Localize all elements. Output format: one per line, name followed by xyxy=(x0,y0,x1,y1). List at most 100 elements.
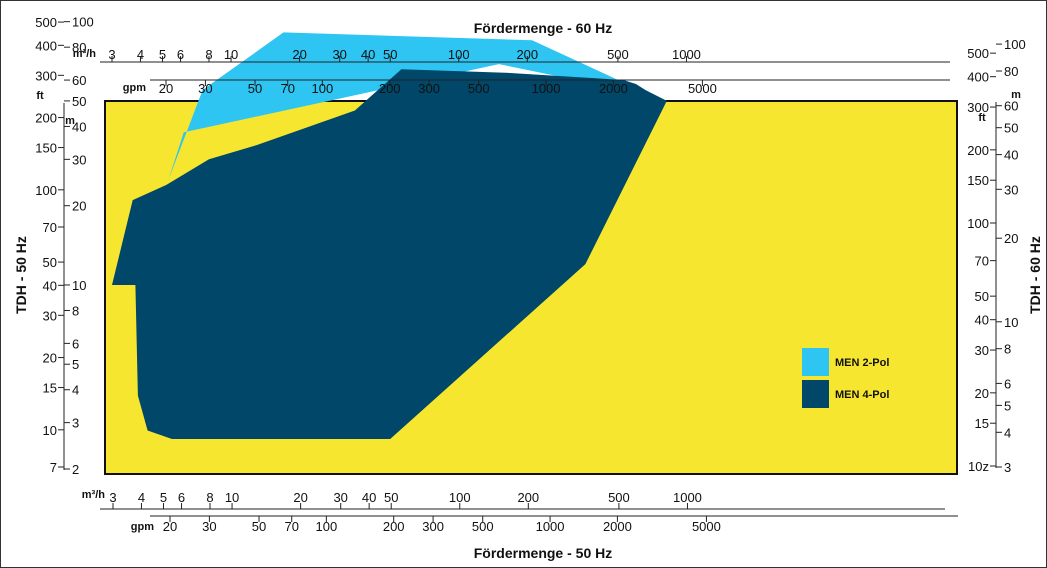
right-ft-tick-label: 300 xyxy=(967,100,989,115)
top-m3h-tick-label: 20 xyxy=(292,47,306,62)
legend-swatch-2pol xyxy=(802,348,829,376)
bottom-m3h-unit: m³/h xyxy=(82,489,106,501)
left-ft-tick-label: 7 xyxy=(50,460,57,475)
left-ft-tick-label: 150 xyxy=(35,141,57,156)
left-m-tick-label: 30 xyxy=(72,152,86,167)
left-ft-tick-label: 30 xyxy=(43,308,57,323)
bottom-gpm-tick-label: 1000 xyxy=(536,519,565,534)
left-m-tick-label: 3 xyxy=(72,416,79,431)
right-m-tick-label: 100 xyxy=(1004,37,1026,52)
left-m-tick-label: 80 xyxy=(72,40,86,55)
legend-label-4pol: MEN 4-Pol xyxy=(835,389,889,401)
legend: MEN 2-Pol MEN 4-Pol xyxy=(802,348,889,408)
bottom-gpm-tick-label: 20 xyxy=(163,519,177,534)
left-ft-tick-label: 50 xyxy=(43,255,57,270)
right-ft-tick-label: 400 xyxy=(967,70,989,85)
left-ft-tick-label: 40 xyxy=(43,278,57,293)
bottom-m3h-tick-label: 5 xyxy=(160,490,167,505)
right-m-tick-label: 4 xyxy=(1004,425,1011,440)
right-ylabel: TDH - 60 Hz xyxy=(1027,236,1043,314)
top-gpm-tick-label: 500 xyxy=(468,81,490,96)
right-m-tick-label: 60 xyxy=(1004,99,1018,114)
bottom-gpm-tick-label: 500 xyxy=(472,519,494,534)
bottom-gpm-tick-label: 5000 xyxy=(692,519,721,534)
left-ft-tick-label: 20 xyxy=(43,351,57,366)
right-ft-tick-label: 50 xyxy=(975,289,989,304)
legend-label-2pol: MEN 2-Pol xyxy=(835,357,889,369)
bottom-m3h-tick-label: 100 xyxy=(449,490,471,505)
top-m3h-tick-label: 200 xyxy=(516,47,538,62)
top-gpm-tick-label: 300 xyxy=(418,81,440,96)
top-gpm-axis: gpm 20 30 50 70 100 200 300 500 1000 2000 5000 xyxy=(123,79,950,96)
left-m-tick-label: 6 xyxy=(72,336,79,351)
left-ft-tick-label: 70 xyxy=(43,220,57,235)
bottom-gpm-tick-label: 200 xyxy=(383,519,405,534)
right-m-tick-label: 30 xyxy=(1004,182,1018,197)
bottom-gpm-tick-label: 30 xyxy=(202,519,216,534)
left-m-tick-label: 60 xyxy=(72,73,86,88)
bottom-m3h-tick-label: 1000 xyxy=(673,490,702,505)
right-m-axis: m 2001008060504030201086543 xyxy=(995,37,1026,475)
right-m-tick-label: 3 xyxy=(1004,460,1011,475)
right-m-tick-label: 80 xyxy=(1004,64,1018,79)
bottom-m3h-tick-label: 200 xyxy=(517,490,539,505)
top-m3h-tick-label: 1000 xyxy=(672,47,701,62)
top-m3h-tick-label: 8 xyxy=(205,47,212,62)
bottom-gpm-unit: gpm xyxy=(131,521,154,533)
right-ft-axis: ft 500 400 300 200 150 100 70 50 40 30 20 15 10z xyxy=(967,46,997,474)
left-ft-tick-label: 300 xyxy=(35,68,57,83)
left-ft-tick-label: 500 xyxy=(35,15,57,30)
right-m-tick-label: 40 xyxy=(1004,148,1018,163)
bottom-m3h-axis: m³/h 3 4 5 6 8 10 20 30 40 50 100 200 500 1000 xyxy=(82,489,945,510)
bottom-m3h-tick-label: 50 xyxy=(384,490,398,505)
top-gpm-tick-label: 200 xyxy=(379,81,401,96)
top-gpm-tick-label: 30 xyxy=(198,81,212,96)
bottom-m3h-tick-label: 8 xyxy=(206,490,213,505)
right-ft-tick-label: 70 xyxy=(975,254,989,269)
right-ft-tick-label: 500 xyxy=(967,46,989,61)
bottom-gpm-axis: gpm 20 30 50 70 100 200 300 500 1000 2000 5000 xyxy=(131,515,958,534)
area-series-1 xyxy=(168,32,631,181)
right-m-tick-label: 10 xyxy=(1004,315,1018,330)
right-ft-tick-label: 30 xyxy=(975,343,989,358)
bottom-m3h-tick-label: 3 xyxy=(109,490,116,505)
top-m3h-tick-label: 5 xyxy=(159,47,166,62)
right-m-tick-label: 50 xyxy=(1004,121,1018,136)
right-ft-tick-label: 200 xyxy=(967,143,989,158)
right-ft-tick-label: 20 xyxy=(975,386,989,401)
left-m-tick-label: 20 xyxy=(72,199,86,214)
top-m3h-tick-label: 30 xyxy=(332,47,346,62)
right-m-tick-label: 20 xyxy=(1004,231,1018,246)
bottom-m3h-tick-label: 20 xyxy=(293,490,307,505)
top-gpm-tick-label: 50 xyxy=(248,81,262,96)
bottom-gpm-tick-label: 2000 xyxy=(603,519,632,534)
top-m3h-tick-label: 50 xyxy=(383,47,397,62)
bottom-title: Fördermenge - 50 Hz xyxy=(474,545,612,561)
top-gpm-tick-label: 20 xyxy=(159,81,173,96)
right-ft-unit: ft xyxy=(978,112,986,124)
area-series-2 xyxy=(112,69,667,439)
right-ft-tick-label: 15 xyxy=(975,416,989,431)
bottom-m3h-tick-label: 500 xyxy=(608,490,630,505)
left-ft-unit: ft xyxy=(36,90,44,102)
left-m-tick-label: 50 xyxy=(72,94,86,109)
left-ft-tick-label: 400 xyxy=(35,38,57,53)
left-m-tick-label: 5 xyxy=(72,357,79,372)
left-m-tick-label: 10 xyxy=(72,278,86,293)
top-m3h-tick-label: 40 xyxy=(361,47,375,62)
top-gpm-tick-label: 70 xyxy=(280,81,294,96)
bottom-m3h-tick-label: 30 xyxy=(333,490,347,505)
bottom-m3h-tick-label: 6 xyxy=(178,490,185,505)
top-gpm-unit: gpm xyxy=(123,82,146,94)
bottom-gpm-tick-label: 100 xyxy=(316,519,338,534)
left-m-tick-label: 8 xyxy=(72,303,79,318)
bottom-m3h-tick-label: 40 xyxy=(362,490,376,505)
top-m3h-tick-label: 3 xyxy=(108,47,115,62)
top-m3h-tick-label: 6 xyxy=(177,47,184,62)
bottom-gpm-tick-label: 50 xyxy=(252,519,266,534)
left-ft-tick-label: 10 xyxy=(43,423,57,438)
left-m-tick-label: 100 xyxy=(72,15,94,30)
right-ft-tick-label: 10z xyxy=(968,459,989,474)
right-m-unit: m xyxy=(1011,89,1021,101)
